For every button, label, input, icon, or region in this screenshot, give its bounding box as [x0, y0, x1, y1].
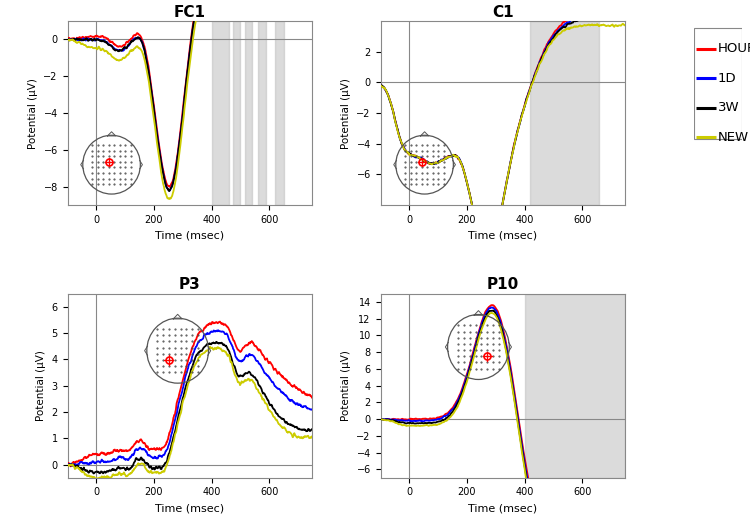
X-axis label: Time (msec): Time (msec) [468, 503, 538, 513]
X-axis label: Time (msec): Time (msec) [155, 230, 224, 240]
Bar [211, 21, 229, 205]
Bar [524, 293, 626, 478]
X-axis label: Time (msec): Time (msec) [468, 230, 538, 240]
Y-axis label: Potential (μV): Potential (μV) [340, 78, 351, 149]
Y-axis label: Potential (μV): Potential (μV) [340, 350, 351, 421]
Bar [244, 21, 252, 205]
Title: P3: P3 [179, 277, 201, 292]
Bar [274, 21, 284, 205]
Text: 1D: 1D [718, 71, 736, 85]
Bar [233, 21, 240, 205]
Y-axis label: Potential (μV): Potential (μV) [28, 78, 38, 149]
Title: C1: C1 [492, 5, 514, 20]
Y-axis label: Potential (μV): Potential (μV) [36, 350, 46, 421]
Bar [530, 21, 599, 205]
Title: FC1: FC1 [174, 5, 206, 20]
FancyBboxPatch shape [694, 28, 742, 139]
Text: HOURS: HOURS [718, 42, 750, 55]
Title: P10: P10 [487, 277, 519, 292]
Text: 3W: 3W [718, 101, 740, 114]
Bar [257, 21, 266, 205]
Text: NEW: NEW [718, 131, 749, 143]
X-axis label: Time (msec): Time (msec) [155, 503, 224, 513]
